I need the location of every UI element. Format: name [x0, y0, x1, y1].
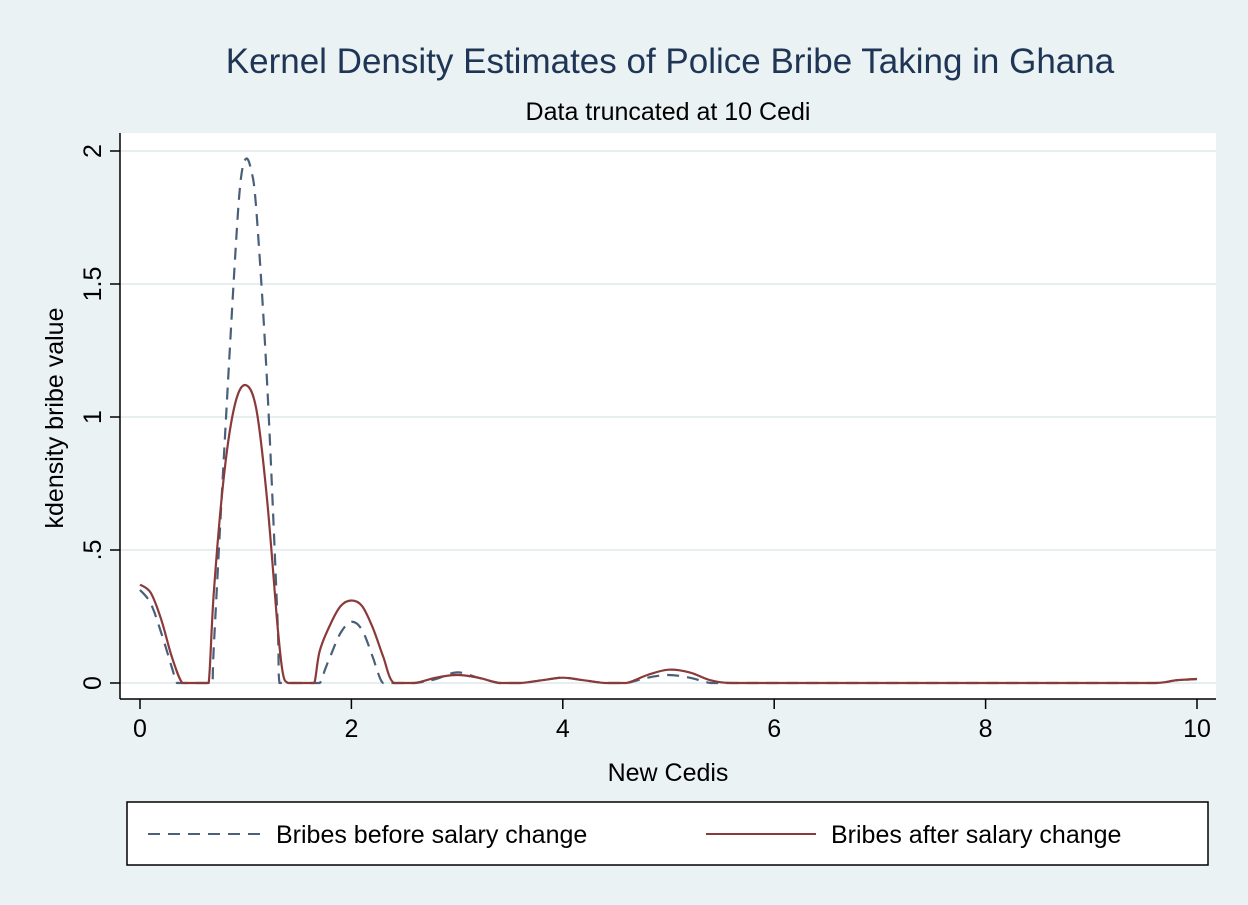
x-tick-label: 10 [1183, 715, 1211, 743]
legend: Bribes before salary change Bribes after… [126, 801, 1209, 866]
axis-ticks: 0 .5 1 1.5 2 0 2 4 6 8 10 [79, 144, 1211, 743]
chart-title: Kernel Density Estimates of Police Bribe… [226, 42, 1115, 81]
x-tick-label: 8 [979, 715, 993, 743]
y-tick-label: 1.5 [79, 267, 107, 302]
y-tick-label: 0 [79, 676, 107, 690]
x-tick-label: 2 [344, 715, 358, 743]
x-tick-label: 4 [556, 715, 570, 743]
x-tick-label: 6 [767, 715, 781, 743]
x-tick-label: 0 [133, 715, 147, 743]
legend-box [126, 801, 1209, 866]
legend-label-after: Bribes after salary change [831, 821, 1121, 849]
y-tick-label: .5 [79, 540, 107, 561]
y-axis-label: kdensity bribe value [41, 308, 69, 529]
x-axis-label: New Cedis [608, 759, 729, 787]
series-line-before [139, 157, 1198, 685]
y-tick-label: 1 [79, 410, 107, 424]
series-line-after [139, 383, 1198, 685]
series-lines [139, 157, 1198, 685]
chart-subtitle: Data truncated at 10 Cedi [526, 98, 811, 126]
y-tick-label: 2 [79, 144, 107, 158]
legend-label-before: Bribes before salary change [276, 821, 587, 849]
